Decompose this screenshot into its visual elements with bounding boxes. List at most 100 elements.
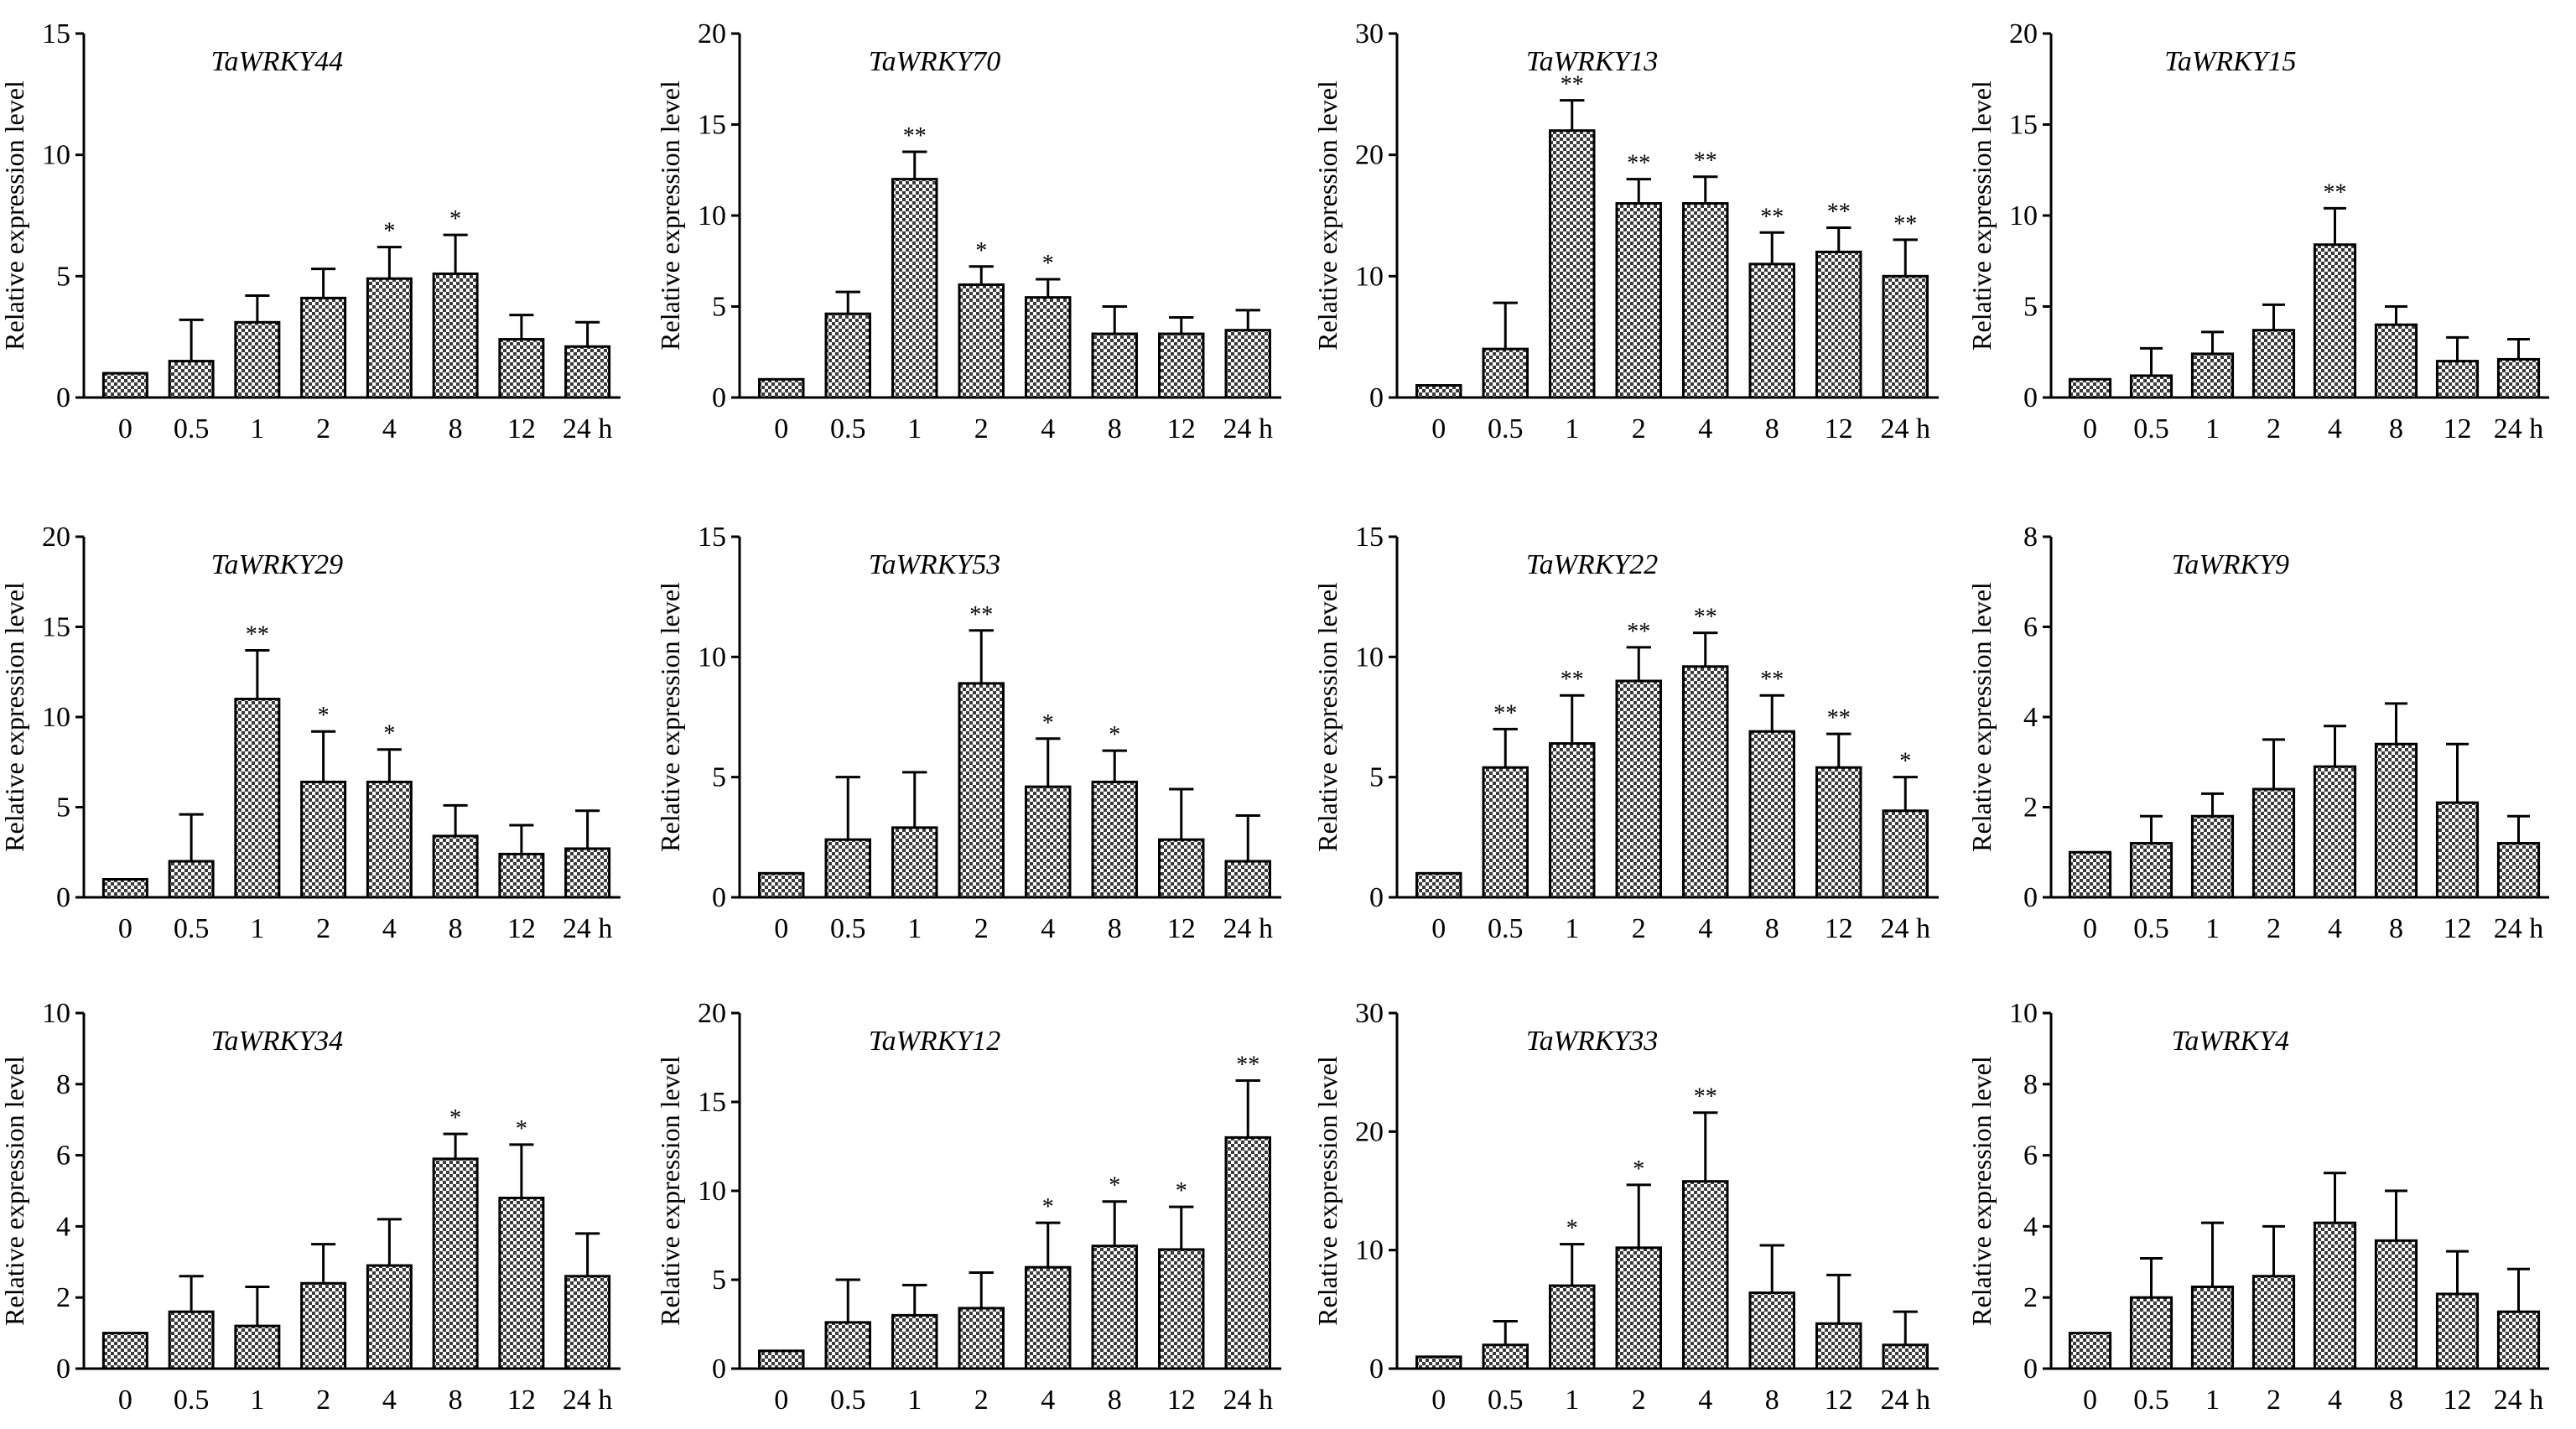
panel-12-bar — [2374, 1239, 2418, 1370]
panel-10-y-axis-label: Relative expression level — [655, 1056, 685, 1326]
panel-7-y-tick-label: 5 — [1369, 762, 1384, 793]
panel-7-x-tick-label: 2 — [1632, 913, 1646, 944]
panel-8-y-tick-label: 0 — [2023, 882, 2038, 913]
panel-3-significance: ** — [1893, 211, 1917, 237]
panel-10-x-tick-label: 12 — [1167, 1385, 1196, 1416]
panel-7-bar — [1882, 809, 1929, 899]
panel-10-bar — [1025, 1265, 1072, 1370]
panel-9-y-tick-label: 2 — [56, 1282, 70, 1313]
panel-5-bar — [234, 698, 281, 899]
panel-12-x-tick-label: 8 — [2389, 1385, 2403, 1416]
panel-12-bar — [2190, 1285, 2235, 1370]
panel-12-x-tick-label: 24 h — [2494, 1385, 2544, 1416]
panel-10-significance: * — [1176, 1178, 1187, 1204]
panel-12-bar — [2251, 1275, 2296, 1370]
panel-11-bar — [1482, 1343, 1529, 1370]
panel-3-bar — [1815, 250, 1862, 399]
panel-12-bar — [2313, 1221, 2357, 1370]
panel-6-y-axis-label: Relative expression level — [655, 582, 685, 852]
panel-6-y-tick-label: 0 — [712, 882, 726, 913]
panel-4-x-tick-label: 8 — [2389, 413, 2403, 444]
panel-4-bar — [2068, 377, 2112, 399]
panel-6-bar — [824, 838, 871, 899]
panel-6-bar — [758, 871, 805, 899]
panel-9-bar — [168, 1310, 215, 1370]
panel-11-significance: * — [1566, 1216, 1578, 1242]
panel-12-bar — [2129, 1296, 2174, 1370]
panel-9-bar — [366, 1264, 413, 1370]
panel-6-x-tick-label: 1 — [907, 913, 922, 944]
panel-9-y-axis-label: Relative expression level — [0, 1056, 29, 1326]
panel-9-bar — [564, 1275, 611, 1370]
panel-3-x-tick-label: 12 — [1825, 413, 1853, 444]
panel-7-bar — [1549, 742, 1596, 899]
panel-5-y-tick-label: 5 — [56, 792, 70, 824]
panel-10-x-tick-label: 0.5 — [830, 1385, 866, 1416]
panel-1-y-tick-label: 10 — [42, 140, 70, 171]
panel-7-x-tick-label: 12 — [1825, 913, 1853, 944]
panel-1-bar — [366, 277, 413, 399]
panel-6-bar — [1158, 838, 1205, 899]
panel-12-x-tick-label: 0 — [2083, 1385, 2097, 1416]
panel-1-bar — [498, 338, 545, 399]
panel-5-x-tick-label: 2 — [316, 913, 330, 944]
panel-5-bar — [564, 847, 611, 899]
panel-12-bar — [2068, 1332, 2112, 1370]
panel-5-x-tick-label: 4 — [382, 913, 397, 944]
panel-11-x-tick-label: 4 — [1698, 1385, 1712, 1416]
panel-1-significance: * — [383, 219, 395, 245]
panel-12-title: TaWRKY4 — [2172, 1026, 2289, 1057]
panel-4-bar — [2374, 323, 2418, 399]
panel-10-bar — [1091, 1245, 1138, 1370]
panel-4-bar — [2435, 360, 2480, 399]
panel-6-bar — [1091, 780, 1138, 899]
panel-10-y-tick-label: 20 — [698, 998, 726, 1029]
panel-5-title: TaWRKY29 — [211, 549, 343, 580]
panel-7-bar — [1815, 766, 1862, 899]
panel-6-x-tick-label: 12 — [1167, 913, 1196, 944]
panel-1-x-tick-label: 12 — [507, 413, 536, 444]
panel-12-bar — [2496, 1310, 2541, 1370]
panel-1-x-tick-label: 0.5 — [174, 413, 210, 444]
panel-2-x-tick-label: 8 — [1108, 413, 1122, 444]
panel-8-y-tick-label: 2 — [2023, 792, 2038, 824]
panel-10-bar — [758, 1349, 805, 1370]
panel-2-x-tick-label: 2 — [974, 413, 989, 444]
panel-8-bar — [2251, 787, 2296, 899]
panel-6-bar — [1025, 785, 1072, 899]
panel-1-bar — [432, 272, 479, 399]
panel-1-bar — [564, 345, 611, 399]
panel-5-significance: * — [318, 703, 330, 729]
panel-1-y-tick-label: 5 — [56, 261, 70, 292]
panel-6-bar — [958, 682, 1005, 899]
panel-1-y-tick-label: 0 — [56, 382, 70, 413]
panel-8-x-tick-label: 12 — [2444, 913, 2472, 944]
panel-8-y-tick-label: 8 — [2023, 522, 2038, 553]
panel-8-title: TaWRKY9 — [2172, 549, 2289, 580]
panel-10-significance: ** — [1236, 1052, 1259, 1078]
panel-5-x-tick-label: 0.5 — [174, 913, 210, 944]
panel-6-x-tick-label: 0.5 — [830, 913, 866, 944]
panel-6-bar — [891, 826, 938, 899]
panel-12-y-tick-label: 6 — [2023, 1141, 2038, 1172]
panel-7-significance: ** — [1627, 619, 1650, 645]
panel-3-significance: ** — [1627, 151, 1650, 177]
panel-10-x-tick-label: 2 — [974, 1385, 989, 1416]
panel-10-significance: * — [1109, 1173, 1120, 1199]
panel-10-x-tick-label: 4 — [1041, 1385, 1055, 1416]
panel-8-bar — [2374, 742, 2418, 899]
panel-6-y-tick-label: 5 — [712, 762, 726, 793]
panel-4-bar — [2190, 352, 2235, 399]
panel-11-bar — [1882, 1343, 1929, 1370]
panel-7-x-tick-label: 1 — [1565, 913, 1579, 944]
panel-2-y-tick-label: 15 — [698, 110, 726, 141]
panel-9-y-tick-label: 0 — [56, 1354, 70, 1385]
panel-6-x-tick-label: 4 — [1041, 913, 1055, 944]
panel-2-y-tick-label: 0 — [712, 382, 726, 413]
panel-5-significance: * — [383, 721, 395, 747]
panel-8-bar — [2496, 842, 2541, 899]
panel-9-x-tick-label: 0 — [118, 1385, 132, 1416]
panel-7-significance: ** — [1493, 700, 1517, 726]
panel-1-bar — [234, 320, 281, 399]
panel-2-bar — [758, 377, 805, 399]
